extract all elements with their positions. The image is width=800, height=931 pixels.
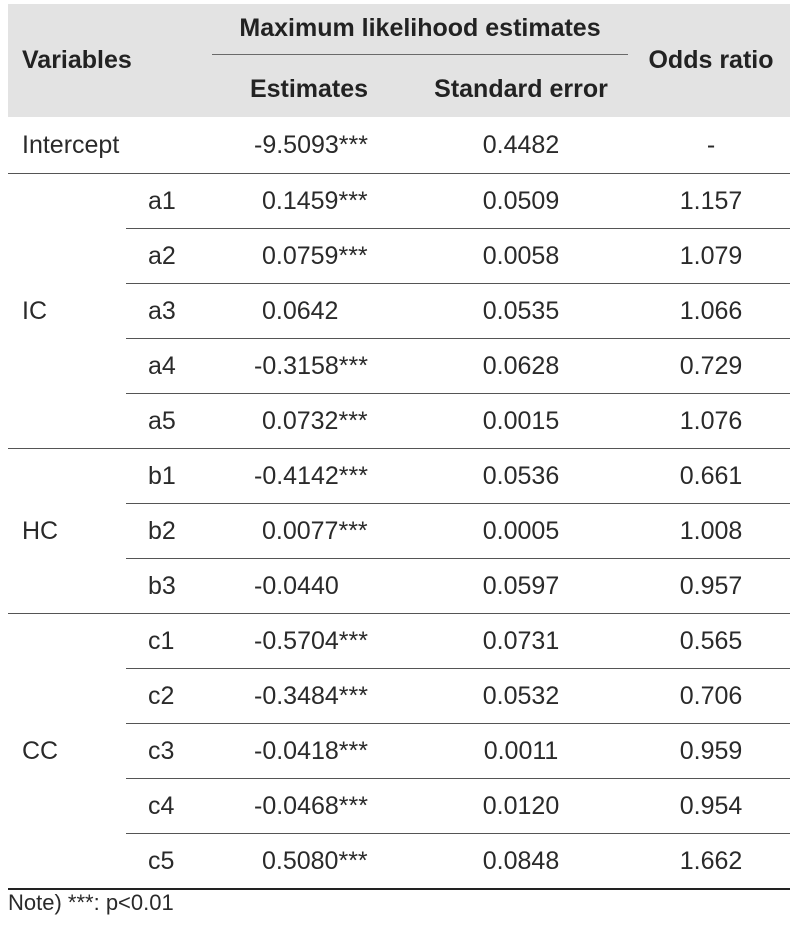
header-mle: Maximum likelihood estimates	[208, 4, 632, 61]
standard-error-value: 0.0058	[410, 228, 632, 284]
header-estimates: Estimates	[208, 61, 410, 117]
variable-name: b1	[126, 448, 208, 504]
estimate-value: 0.5080***	[208, 833, 410, 890]
table-row: a2 0.0759*** 0.0058 1.079	[8, 228, 790, 284]
table-row: c2 -0.3484*** 0.0532 0.706	[8, 668, 790, 724]
standard-error-value: 0.0848	[410, 833, 632, 890]
table-row-intercept: Intercept -9.5093*** 0.4482 -	[8, 117, 790, 174]
table-row: b3 -0.0440 0.0597 0.957	[8, 558, 790, 614]
intercept-standard-error: 0.4482	[410, 117, 632, 174]
standard-error-value: 0.0011	[410, 723, 632, 779]
header-odds-ratio: Odds ratio	[632, 4, 790, 117]
variable-name: c2	[126, 668, 208, 724]
table-row: c5 0.5080*** 0.0848 1.662	[8, 833, 790, 890]
estimate-value: -0.3484***	[208, 668, 410, 724]
estimate-value: 0.0077***	[208, 503, 410, 559]
header-standard-error: Standard error	[410, 61, 632, 117]
mle-results-table: Variables Maximum likelihood estimates O…	[8, 4, 790, 890]
variable-name: b3	[126, 558, 208, 614]
header-mle-label: Maximum likelihood estimates	[212, 14, 628, 55]
odds-ratio-value: 0.706	[632, 668, 790, 724]
table-body: Intercept -9.5093*** 0.4482 - IC a1 0.1459…	[8, 117, 790, 890]
odds-ratio-value: 0.957	[632, 558, 790, 614]
intercept-odds-ratio: -	[632, 117, 790, 174]
odds-ratio-value: 1.076	[632, 393, 790, 449]
table-header: Variables Maximum likelihood estimates O…	[8, 4, 790, 117]
table-row: CC c1 -0.5704*** 0.0731 0.565	[8, 613, 790, 890]
estimate-value: -0.5704***	[208, 613, 410, 669]
standard-error-value: 0.0597	[410, 558, 632, 614]
variable-name: a2	[126, 228, 208, 284]
header-variables: Variables	[8, 4, 208, 117]
variable-name: b2	[126, 503, 208, 559]
group-label: IC	[8, 173, 126, 449]
table-note: Note) ***: p<0.01	[8, 890, 174, 915]
variable-name: c4	[126, 778, 208, 834]
odds-ratio-value: 1.008	[632, 503, 790, 559]
odds-ratio-value: 0.729	[632, 338, 790, 394]
estimate-value: -0.0418***	[208, 723, 410, 779]
standard-error-value: 0.0015	[410, 393, 632, 449]
odds-ratio-value: 0.959	[632, 723, 790, 779]
variable-name: a1	[126, 173, 208, 229]
estimate-value: -0.0440	[208, 558, 410, 614]
table-row: a3 0.0642 0.0535 1.066	[8, 283, 790, 339]
group-label: HC	[8, 448, 126, 614]
odds-ratio-value: 1.157	[632, 173, 790, 229]
table-row: IC a1 0.1459*** 0.0509 1.157	[8, 173, 790, 449]
standard-error-value: 0.0005	[410, 503, 632, 559]
estimate-value: 0.0759***	[208, 228, 410, 284]
odds-ratio-value: 0.661	[632, 448, 790, 504]
intercept-label: Intercept	[8, 117, 208, 174]
odds-ratio-value: 1.079	[632, 228, 790, 284]
estimate-value: -0.0468***	[208, 778, 410, 834]
standard-error-value: 0.0536	[410, 448, 632, 504]
results-table-container: Variables Maximum likelihood estimates O…	[8, 4, 790, 890]
standard-error-value: 0.0731	[410, 613, 632, 669]
table-row: HC b1 -0.4142*** 0.0536 0.661	[8, 448, 790, 614]
standard-error-value: 0.0509	[410, 173, 632, 229]
odds-ratio-value: 0.565	[632, 613, 790, 669]
variable-name: a5	[126, 393, 208, 449]
variable-name: a4	[126, 338, 208, 394]
estimate-value: 0.1459***	[208, 173, 410, 229]
table-row: a4 -0.3158*** 0.0628 0.729	[8, 338, 790, 394]
variable-name: c5	[126, 833, 208, 890]
table-row: b2 0.0077*** 0.0005 1.008	[8, 503, 790, 559]
estimate-value: 0.0732***	[208, 393, 410, 449]
table-row: c3 -0.0418*** 0.0011 0.959	[8, 723, 790, 779]
odds-ratio-value: 1.066	[632, 283, 790, 339]
odds-ratio-value: 1.662	[632, 833, 790, 890]
variable-name: c1	[126, 613, 208, 669]
standard-error-value: 0.0532	[410, 668, 632, 724]
estimate-value: -0.4142***	[208, 448, 410, 504]
estimate-value: 0.0642	[208, 283, 410, 339]
standard-error-value: 0.0120	[410, 778, 632, 834]
estimate-value: -0.3158***	[208, 338, 410, 394]
variable-name: a3	[126, 283, 208, 339]
intercept-estimate: -9.5093***	[208, 117, 410, 174]
group-label: CC	[8, 613, 126, 890]
standard-error-value: 0.0535	[410, 283, 632, 339]
standard-error-value: 0.0628	[410, 338, 632, 394]
variable-name: c3	[126, 723, 208, 779]
table-row: a5 0.0732*** 0.0015 1.076	[8, 393, 790, 449]
odds-ratio-value: 0.954	[632, 778, 790, 834]
table-row: c4 -0.0468*** 0.0120 0.954	[8, 778, 790, 834]
